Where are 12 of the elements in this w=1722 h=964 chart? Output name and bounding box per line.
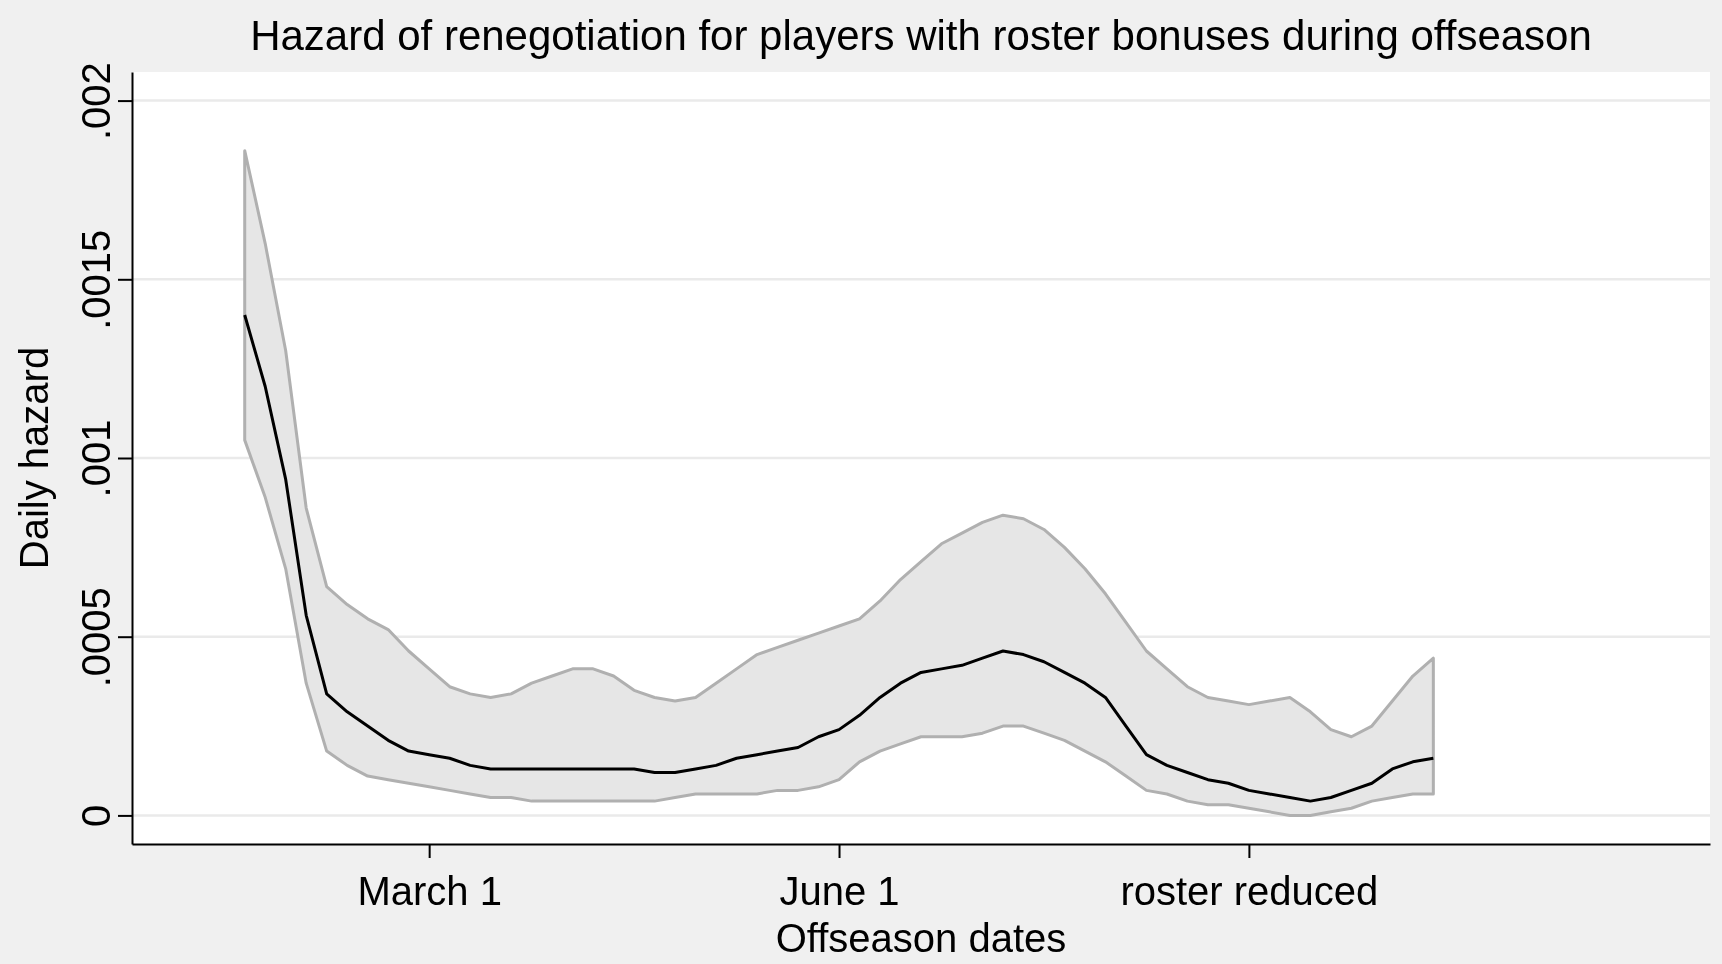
- y-tick-label: .001: [74, 419, 118, 498]
- x-tick-label: March 1: [357, 869, 502, 913]
- y-axis-title: Daily hazard: [12, 346, 56, 570]
- chart-title: Hazard of renegotiation for players with roster bonuses during offseason: [250, 12, 1592, 59]
- y-tick-label: .0005: [74, 587, 118, 688]
- y-tick-label: .0015: [74, 229, 118, 330]
- x-axis-title: Offseason dates: [775, 916, 1067, 960]
- x-tick-label: roster reduced: [1120, 869, 1379, 913]
- y-tick-label: .002: [74, 62, 118, 141]
- x-tick-label: June 1: [779, 869, 900, 913]
- y-tick-label: 0: [74, 804, 118, 828]
- line-series: [243, 313, 1435, 803]
